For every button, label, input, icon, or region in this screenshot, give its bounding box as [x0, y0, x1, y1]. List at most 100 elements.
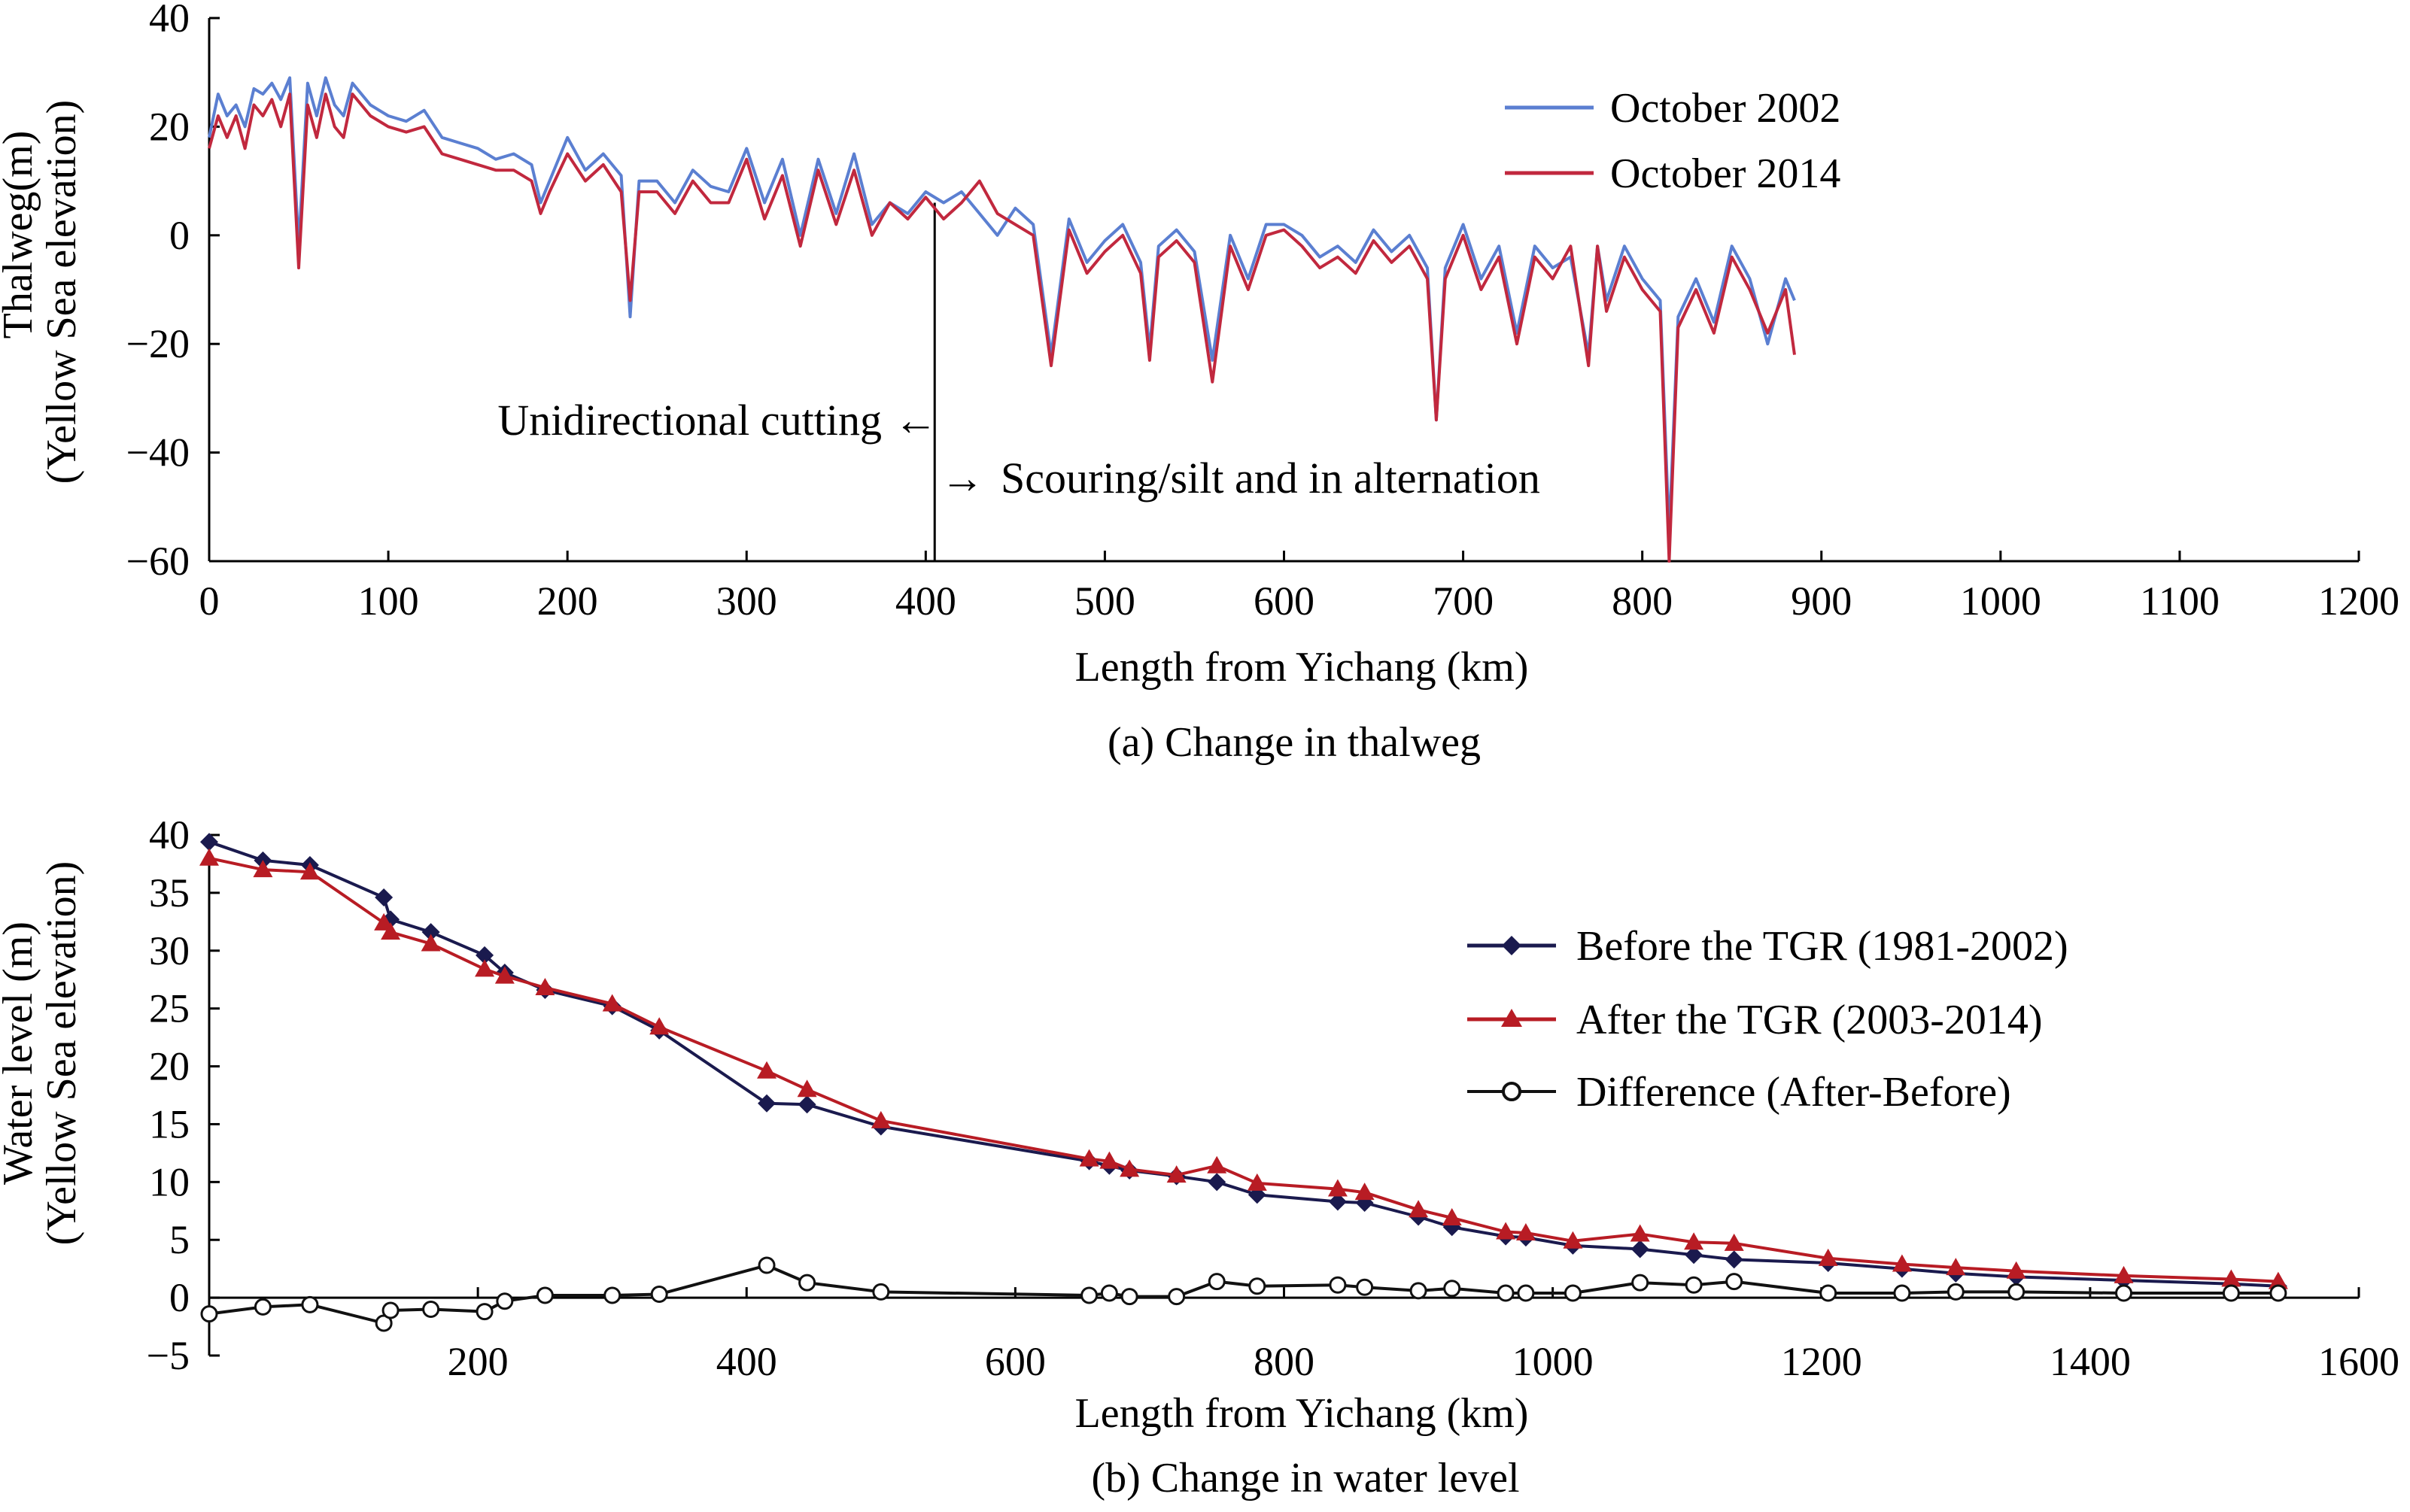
chart-b-point-difference-after-before: [1631, 1274, 1649, 1292]
chart-b-point-difference-after-before: [1168, 1288, 1186, 1306]
chart-b-point-after-the-tgr-2003-2014: [1724, 1233, 1744, 1251]
chart-a-xtick-label: 800: [1612, 578, 1673, 624]
chart-b-ytick-label: 10: [149, 1159, 190, 1204]
chart-b-point-difference-after-before: [1497, 1284, 1515, 1302]
chart-b-xtick-label: 600: [985, 1339, 1046, 1384]
chart-b-point-difference-after-before: [1564, 1284, 1582, 1302]
chart-a-xtick-label: 700: [1433, 578, 1494, 624]
chart-b-point-after-the-tgr-2003-2014: [1515, 1222, 1536, 1240]
chart-b-point-difference-after-before: [2222, 1284, 2240, 1302]
chart-a-xtick-label: 900: [1791, 578, 1852, 624]
chart-b-point-after-the-tgr-2003-2014: [2221, 1269, 2241, 1287]
chart-b-point-after-the-tgr-2003-2014: [381, 922, 401, 940]
chart-b-point-difference-after-before: [496, 1292, 514, 1310]
legend-a-label-2014: October 2014: [1610, 150, 1840, 197]
chart-b-point-difference-after-before: [422, 1300, 440, 1318]
chart-b-point-difference-after-before: [1120, 1288, 1138, 1306]
legend-a-label-2002: October 2002: [1610, 85, 1840, 132]
chart-b-ytick-label: 15: [149, 1101, 190, 1146]
chart-b-point-difference-after-before: [1100, 1284, 1118, 1302]
legend-b-marker-before: [1502, 936, 1521, 955]
chart-b-point-difference-after-before: [1356, 1278, 1374, 1296]
chart-b-point-after-the-tgr-2003-2014: [1354, 1183, 1375, 1201]
chart-b-point-after-the-tgr-2003-2014: [1079, 1149, 1099, 1167]
chart-b-point-difference-after-before: [1248, 1277, 1266, 1295]
chart-b-point-after-the-tgr-2003-2014: [1630, 1224, 1650, 1242]
chart-b-point-difference-after-before: [1893, 1284, 1911, 1302]
chart-b-point-before-the-tgr-1981-2002: [1685, 1246, 1703, 1265]
chart-a-xtick-label: 0: [199, 578, 220, 624]
annotation-unidirectional-cutting: Unidirectional cutting: [497, 396, 882, 445]
chart-b-ytick-label: 5: [169, 1217, 190, 1262]
chart-b-point-difference-after-before: [200, 1305, 218, 1323]
chart-b-point-after-the-tgr-2003-2014: [1892, 1254, 1912, 1272]
chart-b-caption: (b) Change in water level: [1091, 1455, 1519, 1501]
chart-b-series-before-the-tgr-1981-2002-line: [208, 840, 2278, 1288]
chart-a-series-october-2014-line: [208, 93, 1796, 563]
chart-b-point-after-the-tgr-2003-2014: [1207, 1155, 1227, 1173]
chart-a-ytick-label: −60: [126, 539, 190, 584]
legend-b-label-after: After the TGR (2003-2014): [1576, 997, 2043, 1043]
chart-a-ytick-label: 40: [149, 0, 190, 41]
chart-b-point-after-the-tgr-2003-2014: [1327, 1179, 1348, 1197]
chart-b-point-after-the-tgr-2003-2014: [757, 1061, 777, 1079]
chart-b-ytick-label: 20: [149, 1044, 190, 1089]
chart-b-point-after-the-tgr-2003-2014: [535, 977, 555, 995]
chart-b-xtick-label: 800: [1254, 1339, 1314, 1384]
chart-b-ylabel-line2: (Yellow Sea elevation): [38, 861, 85, 1246]
chart-b-point-before-the-tgr-1981-2002: [421, 923, 440, 942]
chart-b-xtick-label: 1200: [1781, 1339, 1862, 1384]
chart-a-xtick-label: 400: [895, 578, 956, 624]
chart-b-point-difference-after-before: [1080, 1286, 1099, 1304]
chart-b-point-after-the-tgr-2003-2014: [1120, 1159, 1140, 1177]
chart-b-point-after-the-tgr-2003-2014: [649, 1017, 670, 1035]
chart-b-xtick-label: 1600: [2318, 1339, 2399, 1384]
chart-b-point-after-the-tgr-2003-2014: [421, 934, 441, 952]
chart-b-point-difference-after-before: [1329, 1276, 1347, 1294]
chart-b-point-after-the-tgr-2003-2014: [253, 860, 273, 878]
chart-b-point-difference-after-before: [1819, 1284, 1837, 1302]
chart-b-point-difference-after-before: [254, 1298, 272, 1316]
chart-b-point-after-the-tgr-2003-2014: [2268, 1271, 2288, 1289]
chart-b-point-before-the-tgr-1981-2002: [1208, 1173, 1226, 1192]
annotation-scouring-silt: Scouring/silt and in alternation: [1001, 454, 1540, 502]
chart-b-point-difference-after-before: [1409, 1282, 1427, 1300]
chart-b-point-after-the-tgr-2003-2014: [494, 966, 515, 984]
chart-a-ytick-label: 20: [149, 104, 190, 149]
chart-b-point-difference-after-before: [2269, 1284, 2287, 1302]
annotation-right-arrow: →: [941, 454, 984, 502]
chart-b-ytick-label: 40: [149, 812, 190, 858]
chart-a-xtick-label: 300: [716, 578, 777, 624]
chart-b-point-after-the-tgr-2003-2014: [1099, 1151, 1120, 1169]
chart-b-point-after-the-tgr-2003-2014: [1166, 1165, 1187, 1183]
annotation-left-arrow: ←: [894, 396, 938, 445]
chart-b-point-difference-after-before: [2007, 1283, 2026, 1301]
chart-b-point-after-the-tgr-2003-2014: [2006, 1261, 2026, 1279]
chart-b-point-difference-after-before: [1443, 1280, 1461, 1298]
chart-b-ytick-label: 30: [149, 928, 190, 973]
chart-b-point-before-the-tgr-1981-2002: [1630, 1240, 1649, 1258]
chart-b-point-after-the-tgr-2003-2014: [1409, 1200, 1429, 1218]
chart-b-point-difference-after-before: [381, 1301, 400, 1319]
chart-a-xtick-label: 100: [358, 578, 419, 624]
chart-b-point-before-the-tgr-1981-2002: [375, 888, 394, 907]
chart-b-point-difference-after-before: [798, 1274, 816, 1292]
chart-b-point-difference-after-before: [650, 1285, 668, 1303]
chart-b-xtick-label: 200: [448, 1339, 509, 1384]
chart-b-xtick-label: 1400: [2050, 1339, 2131, 1384]
chart-b-point-difference-after-before: [1517, 1284, 1535, 1302]
chart-b-point-difference-after-before: [1947, 1283, 1965, 1301]
chart-a-caption: (a) Change in thalweg: [1108, 719, 1481, 766]
chart-a-xtick-label: 1000: [1960, 578, 2041, 624]
chart-b-point-difference-after-before: [1208, 1273, 1226, 1291]
chart-b-point-before-the-tgr-1981-2002: [476, 946, 494, 964]
chart-b-point-after-the-tgr-2003-2014: [1818, 1248, 1838, 1266]
chart-b-point-after-the-tgr-2003-2014: [299, 862, 320, 880]
chart-b-point-before-the-tgr-1981-2002: [798, 1095, 816, 1114]
chart-b-point-after-the-tgr-2003-2014: [1684, 1232, 1704, 1250]
legend-b-label-before: Before the TGR (1981-2002): [1576, 923, 2068, 970]
chart-b-point-after-the-tgr-2003-2014: [797, 1079, 817, 1098]
chart-b-xtick-label: 400: [716, 1339, 777, 1384]
chart-b-ytick-label: 35: [149, 870, 190, 915]
